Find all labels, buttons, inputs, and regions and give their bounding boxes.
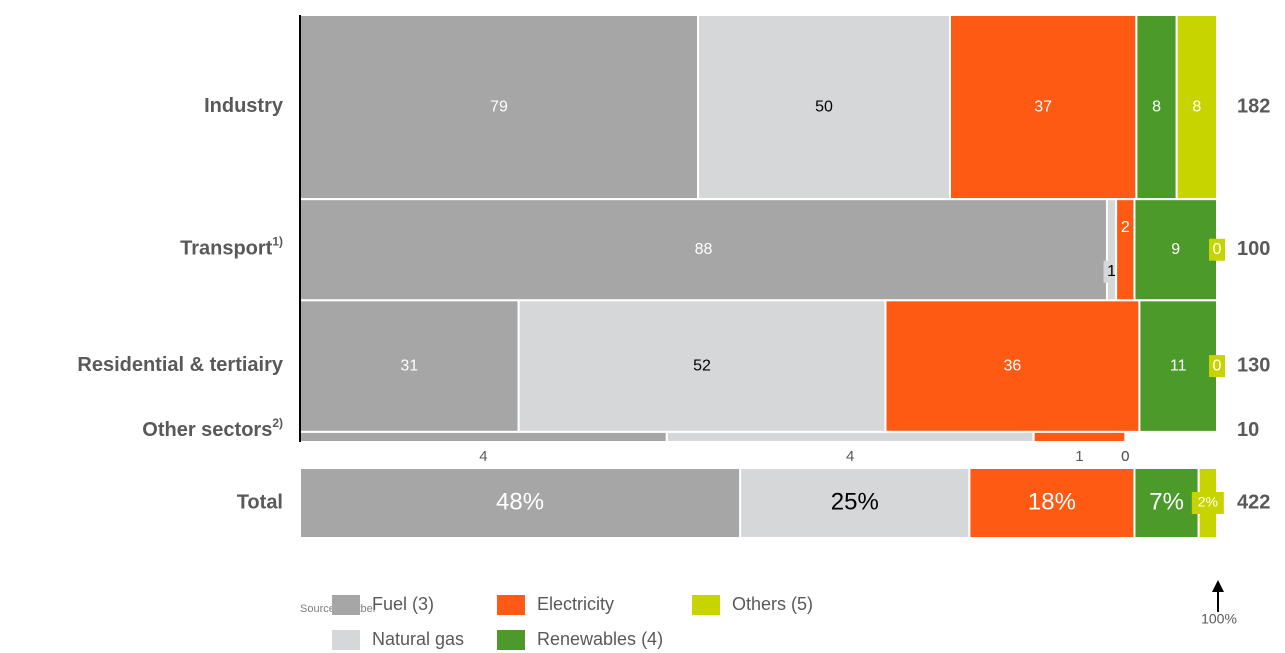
segment (884, 299, 1141, 433)
segment (1115, 198, 1136, 302)
value-label: 4 (479, 448, 487, 465)
total-segment (1133, 467, 1200, 539)
total-segment (968, 467, 1136, 539)
value-label: 1 (1107, 263, 1116, 280)
legend-swatch (332, 595, 360, 615)
total-value-label: 18% (1028, 488, 1076, 515)
row-total: 182 (1237, 95, 1270, 117)
category-label: Residential & tertiairy (77, 354, 284, 376)
category-note: 1) (272, 235, 283, 249)
category-label: Industry (204, 95, 284, 117)
value-label-bg (1191, 492, 1224, 514)
value-label: 9 (1171, 241, 1180, 258)
value-label: 0 (1121, 448, 1129, 465)
segment (1135, 14, 1178, 201)
legend-swatch (692, 595, 720, 615)
value-label: 8 (1192, 98, 1201, 115)
category-label: Other sectors2) (142, 416, 283, 441)
category-label: Transport1) (180, 235, 283, 260)
value-label: 2 (1121, 219, 1130, 236)
legend-label: Fuel (3) (372, 594, 434, 614)
annotation-arrowhead (1212, 580, 1224, 592)
value-label: 0 (1121, 448, 1129, 465)
row-total: 130 (1237, 354, 1270, 376)
value-label: 88 (695, 241, 713, 258)
legend-swatch (497, 630, 525, 650)
row-total: 100 (1237, 238, 1270, 260)
value-label: 79 (490, 98, 508, 115)
segment (299, 430, 668, 444)
segment (299, 14, 700, 201)
segment (1032, 430, 1127, 444)
segment (948, 14, 1138, 201)
segment (517, 299, 887, 433)
grand-total: 422 (1237, 491, 1270, 513)
value-label: 4 (846, 448, 854, 465)
segment (299, 299, 520, 433)
segment (665, 430, 1035, 444)
legend-label: Others (5) (732, 594, 813, 614)
category-name: Other sectors (142, 419, 272, 441)
row-total: 10 (1237, 419, 1259, 441)
value-label: 1 (1075, 448, 1083, 465)
total-value-label: 25% (831, 488, 879, 515)
legend-label: Electricity (537, 594, 614, 614)
segment (1133, 198, 1218, 302)
value-label: 52 (693, 357, 711, 374)
category-name: Transport (180, 238, 273, 260)
segment (1138, 299, 1219, 433)
category-note: 2) (272, 416, 283, 430)
value-label: 8 (1152, 98, 1161, 115)
annotation: 100% (1201, 611, 1237, 627)
legend-label: Renewables (4) (537, 629, 663, 649)
category-name: Residential & tertiairy (77, 354, 284, 376)
value-label: 31 (400, 357, 418, 374)
value-label: 0 (1213, 241, 1222, 258)
value-label: 50 (815, 98, 833, 115)
value-label-bg (1209, 355, 1225, 378)
value-label: 36 (1004, 357, 1022, 374)
value-label: 0 (1213, 357, 1222, 374)
total-value-label: 2% (1198, 494, 1218, 510)
value-label: 11 (1170, 357, 1187, 374)
legend-swatch (497, 595, 525, 615)
value-label-bg (1117, 216, 1134, 239)
value-label: 37 (1034, 98, 1052, 115)
total-segment (299, 467, 742, 539)
segment (1105, 198, 1118, 302)
total-segment (739, 467, 971, 539)
total-value-label: 7% (1149, 488, 1184, 515)
category-name: Industry (204, 95, 284, 117)
segment (299, 198, 1108, 302)
value-label-bg (1209, 238, 1225, 261)
legend-swatch (332, 630, 360, 650)
legend-label: Natural gas (372, 629, 464, 649)
total-value-label: 48% (496, 488, 544, 515)
total-row-label: Total (237, 491, 283, 513)
